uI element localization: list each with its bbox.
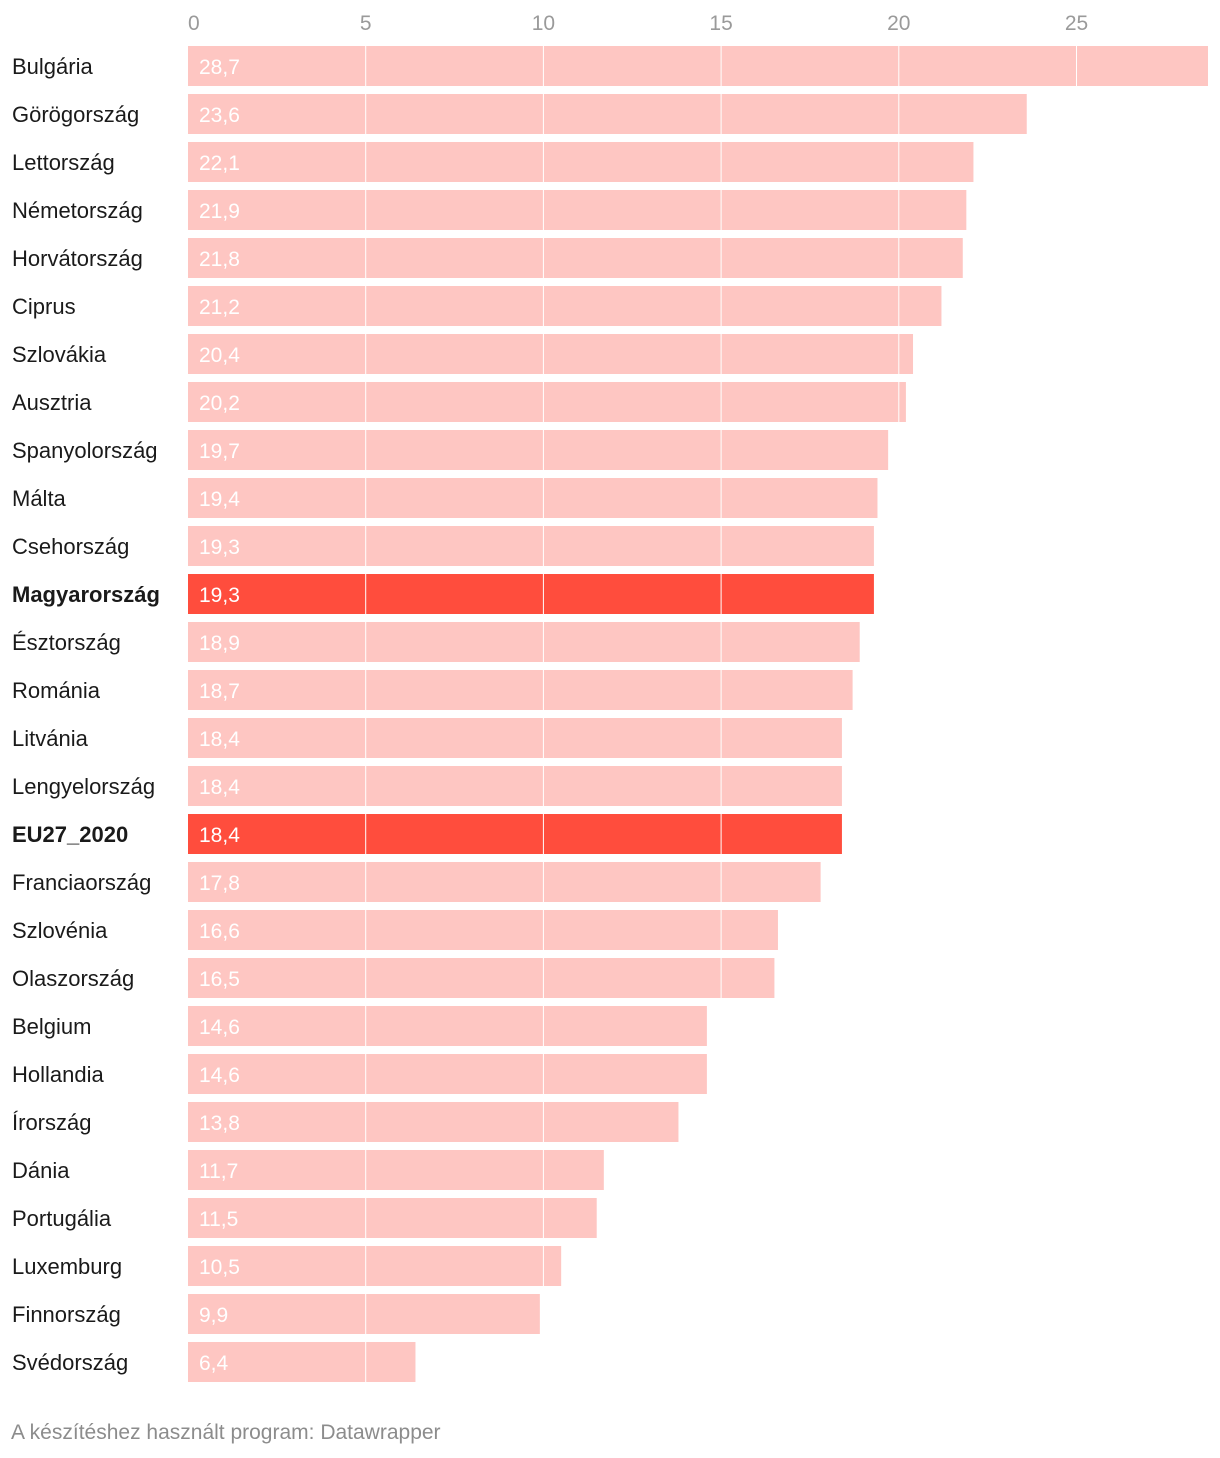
x-tick-label-5: 25 <box>1065 12 1088 35</box>
value-label-27: 6,4 <box>199 1352 229 1375</box>
value-label-25: 10,5 <box>199 1256 240 1279</box>
bar-7 <box>188 382 906 422</box>
bar-15 <box>188 766 842 806</box>
value-label-18: 16,6 <box>199 920 240 943</box>
value-label-9: 19,4 <box>199 488 240 511</box>
bar-11 <box>188 574 874 614</box>
value-label-4: 21,8 <box>199 248 240 271</box>
category-label-6: Szlovákia <box>12 342 107 367</box>
category-label-15: Lengyelország <box>12 774 155 799</box>
bar-26 <box>188 1294 540 1334</box>
category-label-24: Portugália <box>12 1206 112 1231</box>
value-label-26: 9,9 <box>199 1304 228 1327</box>
bar-23 <box>188 1150 604 1190</box>
chart-credit: A készítéshez használt program: Datawrap… <box>11 1421 441 1444</box>
gridlines-group <box>365 46 1078 1382</box>
bar-1 <box>188 94 1027 134</box>
bar-20 <box>188 1006 707 1046</box>
category-label-1: Görögország <box>12 102 139 127</box>
bar-22 <box>188 1102 679 1142</box>
category-label-5: Ciprus <box>12 294 76 319</box>
bar-10 <box>188 526 874 566</box>
bar-25 <box>188 1246 562 1286</box>
value-label-0: 28,7 <box>199 56 240 79</box>
chart-svg: Bulgária 28,7 Görögország 23,6 Lettország 22,… <box>12 12 1208 1382</box>
bar-18 <box>188 910 778 950</box>
bar-0 <box>188 46 1208 86</box>
category-label-25: Luxemburg <box>12 1254 122 1279</box>
bar-4 <box>188 238 963 278</box>
category-label-8: Spanyolország <box>12 438 158 463</box>
value-label-16: 18,4 <box>199 824 240 847</box>
x-tick-label-2: 10 <box>532 12 555 35</box>
x-tick-label-0: 0 <box>188 12 200 35</box>
value-label-3: 21,9 <box>199 200 240 223</box>
bar-17 <box>188 862 821 902</box>
category-label-26: Finnország <box>12 1302 121 1327</box>
bar-24 <box>188 1198 597 1238</box>
category-label-19: Olaszország <box>12 966 134 991</box>
value-label-8: 19,7 <box>199 440 240 463</box>
bar-5 <box>188 286 942 326</box>
value-label-20: 14,6 <box>199 1016 240 1039</box>
value-label-10: 19,3 <box>199 536 240 559</box>
bar-9 <box>188 478 878 518</box>
category-label-20: Belgium <box>12 1014 91 1039</box>
value-label-6: 20,4 <box>199 344 240 367</box>
category-label-0: Bulgária <box>12 54 93 79</box>
bar-27 <box>188 1342 416 1382</box>
value-label-19: 16,5 <box>199 968 240 991</box>
bar-8 <box>188 430 889 470</box>
value-label-14: 18,4 <box>199 728 240 751</box>
value-label-21: 14,6 <box>199 1064 240 1087</box>
bar-16 <box>188 814 842 854</box>
value-label-7: 20,2 <box>199 392 240 415</box>
bar-13 <box>188 670 853 710</box>
bar-chart: Bulgária 28,7 Görögország 23,6 Lettország 22,… <box>12 12 1208 1382</box>
value-label-12: 18,9 <box>199 632 240 655</box>
value-label-23: 11,7 <box>199 1160 238 1183</box>
value-label-15: 18,4 <box>199 776 240 799</box>
category-label-2: Lettország <box>12 150 115 175</box>
category-label-4: Horvátország <box>12 246 143 271</box>
value-label-22: 13,8 <box>199 1112 240 1135</box>
category-label-22: Írország <box>12 1110 91 1135</box>
category-label-9: Málta <box>12 486 67 511</box>
category-label-12: Észtország <box>12 630 121 655</box>
x-tick-label-3: 15 <box>709 12 732 35</box>
value-label-5: 21,2 <box>199 296 240 319</box>
category-label-13: Románia <box>12 678 101 703</box>
category-label-3: Németország <box>12 198 143 223</box>
category-label-17: Franciaország <box>12 870 151 895</box>
category-label-11: Magyarország <box>12 582 160 607</box>
value-label-17: 17,8 <box>199 872 240 895</box>
x-tick-label-4: 20 <box>887 12 910 35</box>
category-label-10: Csehország <box>12 534 129 559</box>
bar-2 <box>188 142 974 182</box>
category-label-16: EU27_2020 <box>12 822 128 847</box>
value-label-13: 18,7 <box>199 680 240 703</box>
bar-19 <box>188 958 775 998</box>
bars-group <box>188 46 1208 1382</box>
labels-group: Bulgária 28,7 Görögország 23,6 Lettország 22,… <box>12 54 240 1375</box>
bar-14 <box>188 718 842 758</box>
value-label-2: 22,1 <box>199 152 240 175</box>
bar-6 <box>188 334 914 374</box>
x-tick-label-1: 5 <box>360 12 372 35</box>
category-label-27: Svédország <box>12 1350 128 1375</box>
value-label-11: 19,3 <box>199 584 240 607</box>
bar-3 <box>188 190 967 230</box>
category-label-23: Dánia <box>12 1158 70 1183</box>
category-label-18: Szlovénia <box>12 918 108 943</box>
category-label-14: Litvánia <box>12 726 89 751</box>
category-label-21: Hollandia <box>12 1062 104 1087</box>
category-label-7: Ausztria <box>12 390 92 415</box>
bar-21 <box>188 1054 707 1094</box>
bar-12 <box>188 622 860 662</box>
value-label-1: 23,6 <box>199 104 240 127</box>
value-label-24: 11,5 <box>199 1208 238 1231</box>
x-ticks-group: 0 5 10 15 20 25 <box>188 12 1088 35</box>
